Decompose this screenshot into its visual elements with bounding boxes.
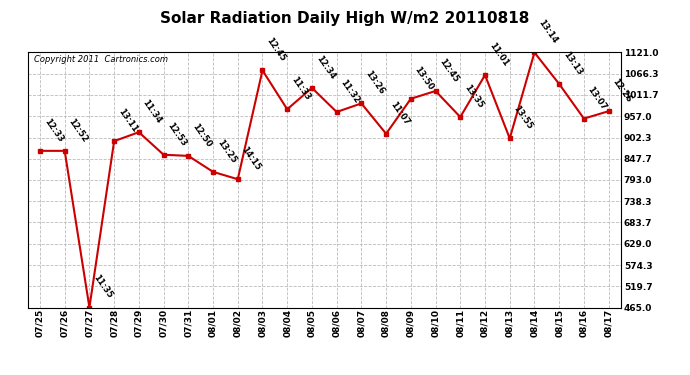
Text: 11:32: 11:32	[339, 78, 362, 105]
Text: 13:55: 13:55	[512, 104, 535, 131]
Text: 11:01: 11:01	[487, 41, 510, 68]
Text: 13:26: 13:26	[364, 69, 386, 96]
Text: 12:53: 12:53	[166, 121, 188, 148]
Text: 12:50: 12:50	[190, 122, 213, 149]
Text: 11:35: 11:35	[91, 273, 114, 300]
Text: 11:07: 11:07	[388, 100, 411, 127]
Text: 14:15: 14:15	[239, 145, 262, 172]
Text: 13:35: 13:35	[462, 83, 485, 110]
Text: 12:45: 12:45	[437, 57, 460, 84]
Text: 11:34: 11:34	[141, 98, 164, 125]
Text: 11:33: 11:33	[289, 75, 312, 102]
Text: Solar Radiation Daily High W/m2 20110818: Solar Radiation Daily High W/m2 20110818	[160, 11, 530, 26]
Text: Copyright 2011  Cartronics.com: Copyright 2011 Cartronics.com	[34, 55, 168, 64]
Text: 13:13: 13:13	[561, 50, 584, 77]
Text: 12:52: 12:52	[67, 117, 90, 144]
Text: 12:33: 12:33	[42, 117, 65, 144]
Text: 13:07: 13:07	[586, 85, 609, 112]
Text: 13:25: 13:25	[215, 138, 238, 165]
Text: 13:50: 13:50	[413, 65, 435, 92]
Text: 12:45: 12:45	[264, 36, 287, 63]
Text: 12:34: 12:34	[314, 54, 337, 81]
Text: 12:26: 12:26	[611, 77, 633, 104]
Text: 13:14: 13:14	[536, 18, 559, 45]
Text: 13:11: 13:11	[116, 107, 139, 134]
